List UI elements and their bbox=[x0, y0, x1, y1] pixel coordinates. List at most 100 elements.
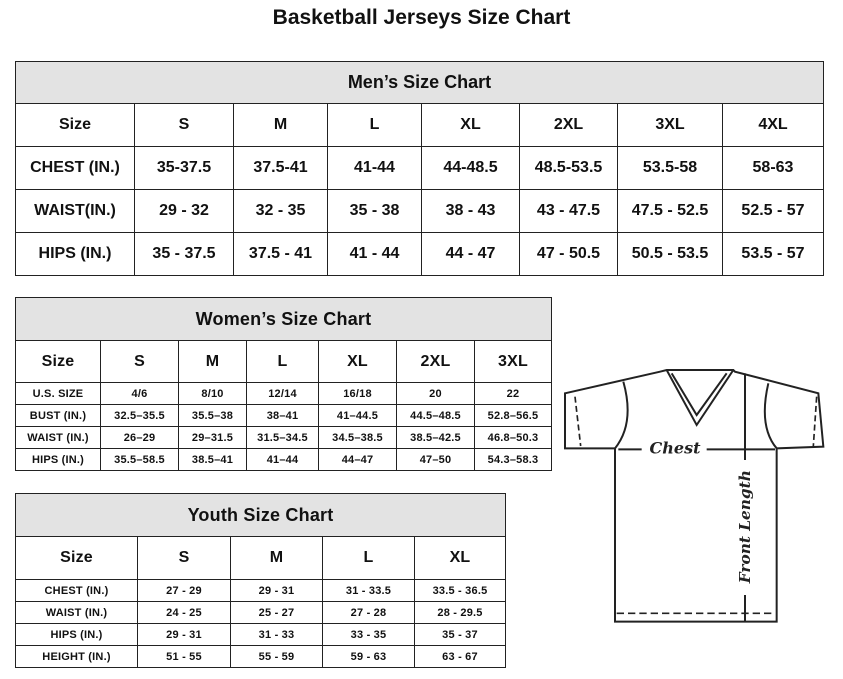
table-row: WAIST (IN.) 24 - 25 25 - 27 27 - 28 28 - 29.… bbox=[15, 601, 506, 624]
table-cell: 48.5-53.5 bbox=[519, 146, 618, 190]
table-row: CHEST (IN.) 35-37.5 37.5-41 41-44 44-48.5 48.… bbox=[15, 146, 824, 190]
page-title: Basketball Jerseys Size Chart bbox=[272, 6, 571, 29]
youth-size-table: Youth Size Chart Size S M L XL CHEST (IN.) 27 -… bbox=[15, 493, 506, 668]
table-cell: 41 - 44 bbox=[327, 232, 422, 276]
table-cell: 34.5–38.5 bbox=[318, 426, 397, 449]
table-cell: 37.5-41 bbox=[233, 146, 328, 190]
table-cell: 29 - 32 bbox=[134, 189, 234, 233]
table-cell: 52.8–56.5 bbox=[474, 404, 552, 427]
table-cell: 35 - 37.5 bbox=[134, 232, 234, 276]
column-header: S bbox=[134, 103, 234, 147]
table-cell: 41–44.5 bbox=[318, 404, 397, 427]
table-cell: 29 - 31 bbox=[230, 579, 323, 602]
jersey-diagram: Chest Front Length bbox=[564, 369, 825, 623]
jersey-outline bbox=[564, 369, 825, 623]
column-header: M bbox=[230, 536, 323, 580]
table-cell: 33 - 35 bbox=[322, 623, 415, 646]
table-cell: 27 - 28 bbox=[322, 601, 415, 624]
table-cell: 27 - 29 bbox=[137, 579, 231, 602]
chest-label: Chest bbox=[650, 438, 702, 457]
table-header-row: Size S M L XL 2XL 3XL bbox=[15, 340, 552, 383]
table-cell: 58-63 bbox=[722, 146, 824, 190]
row-label: HIPS (IN.) bbox=[15, 232, 135, 276]
table-cell: 38–41 bbox=[246, 404, 319, 427]
table-cell: 38 - 43 bbox=[421, 189, 520, 233]
table-cell: 33.5 - 36.5 bbox=[414, 579, 506, 602]
column-header: S bbox=[100, 340, 179, 383]
table-cell: 37.5 - 41 bbox=[233, 232, 328, 276]
table-caption-row: Women’s Size Chart bbox=[15, 297, 552, 341]
table-cell: 54.3–58.3 bbox=[474, 448, 552, 471]
table-cell: 46.8–50.3 bbox=[474, 426, 552, 449]
column-header: 2XL bbox=[519, 103, 618, 147]
row-label: HIPS (IN.) bbox=[15, 623, 138, 646]
row-label: HEIGHT (IN.) bbox=[15, 645, 138, 668]
table-cell: 24 - 25 bbox=[137, 601, 231, 624]
table-cell: 38.5–42.5 bbox=[396, 426, 475, 449]
table-cell: 44-48.5 bbox=[421, 146, 520, 190]
column-header: Size bbox=[15, 536, 138, 580]
table-cell: 38.5–41 bbox=[178, 448, 247, 471]
table-cell: 47 - 50.5 bbox=[519, 232, 618, 276]
table-cell: 41-44 bbox=[327, 146, 422, 190]
table-row: WAIST (IN.) 26–29 29–31.5 31.5–34.5 34.5–38.… bbox=[15, 426, 552, 449]
row-label: WAIST (IN.) bbox=[15, 426, 101, 449]
table-cell: 35 - 37 bbox=[414, 623, 506, 646]
table-cell: 53.5-58 bbox=[617, 146, 723, 190]
table-row: U.S. SIZE 4/6 8/10 12/14 16/18 20 22 bbox=[15, 382, 552, 405]
table-row: WAIST(IN.) 29 - 32 32 - 35 35 - 38 38 - 43 43… bbox=[15, 189, 824, 233]
table-cell: 53.5 - 57 bbox=[722, 232, 824, 276]
column-header: Size bbox=[15, 103, 135, 147]
row-label: CHEST (IN.) bbox=[15, 579, 138, 602]
column-header: M bbox=[178, 340, 247, 383]
table-cell: 35.5–38 bbox=[178, 404, 247, 427]
table-cell: 44–47 bbox=[318, 448, 397, 471]
table-cell: 25 - 27 bbox=[230, 601, 323, 624]
table-row: CHEST (IN.) 27 - 29 29 - 31 31 - 33.5 33.5 -… bbox=[15, 579, 506, 602]
table-header-row: Size S M L XL bbox=[15, 536, 506, 580]
table-caption: Men’s Size Chart bbox=[15, 61, 824, 104]
table-cell: 35 - 38 bbox=[327, 189, 422, 233]
table-cell: 22 bbox=[474, 382, 552, 405]
table-caption-row: Men’s Size Chart bbox=[15, 61, 824, 104]
table-row: HIPS (IN.) 35.5–58.5 38.5–41 41–44 44–47 47–5… bbox=[15, 448, 552, 471]
table-cell: 26–29 bbox=[100, 426, 179, 449]
table-cell: 32 - 35 bbox=[233, 189, 328, 233]
column-header: XL bbox=[318, 340, 397, 383]
column-header: L bbox=[246, 340, 319, 383]
table-cell: 35-37.5 bbox=[134, 146, 234, 190]
table-cell: 31 - 33.5 bbox=[322, 579, 415, 602]
table-cell: 12/14 bbox=[246, 382, 319, 405]
column-header: 2XL bbox=[396, 340, 475, 383]
table-cell: 44 - 47 bbox=[421, 232, 520, 276]
table-row: HIPS (IN.) 29 - 31 31 - 33 33 - 35 35 - 37 bbox=[15, 623, 506, 646]
table-cell: 20 bbox=[396, 382, 475, 405]
table-row: HEIGHT (IN.) 51 - 55 55 - 59 59 - 63 63 - 67 bbox=[15, 645, 506, 668]
column-header: L bbox=[322, 536, 415, 580]
table-cell: 43 - 47.5 bbox=[519, 189, 618, 233]
table-header-row: Size S M L XL 2XL 3XL 4XL bbox=[15, 103, 824, 147]
table-caption: Youth Size Chart bbox=[15, 493, 506, 537]
table-caption-row: Youth Size Chart bbox=[15, 493, 506, 537]
column-header: XL bbox=[421, 103, 520, 147]
table-cell: 31.5–34.5 bbox=[246, 426, 319, 449]
column-header: M bbox=[233, 103, 328, 147]
table-cell: 47–50 bbox=[396, 448, 475, 471]
table-cell: 63 - 67 bbox=[414, 645, 506, 668]
mens-size-table: Men’s Size Chart Size S M L XL 2XL 3XL 4XL CHEST … bbox=[15, 61, 824, 276]
row-label: CHEST (IN.) bbox=[15, 146, 135, 190]
table-row: HIPS (IN.) 35 - 37.5 37.5 - 41 41 - 44 44 - … bbox=[15, 232, 824, 276]
table-cell: 59 - 63 bbox=[322, 645, 415, 668]
table-cell: 35.5–58.5 bbox=[100, 448, 179, 471]
column-header: 4XL bbox=[722, 103, 824, 147]
womens-size-table: Women’s Size Chart Size S M L XL 2XL 3XL U.S. SI… bbox=[15, 297, 552, 471]
table-cell: 41–44 bbox=[246, 448, 319, 471]
table-cell: 55 - 59 bbox=[230, 645, 323, 668]
column-header: S bbox=[137, 536, 231, 580]
table-cell: 52.5 - 57 bbox=[722, 189, 824, 233]
table-cell: 16/18 bbox=[318, 382, 397, 405]
table-cell: 29 - 31 bbox=[137, 623, 231, 646]
column-header: XL bbox=[414, 536, 506, 580]
table-cell: 31 - 33 bbox=[230, 623, 323, 646]
table-cell: 29–31.5 bbox=[178, 426, 247, 449]
